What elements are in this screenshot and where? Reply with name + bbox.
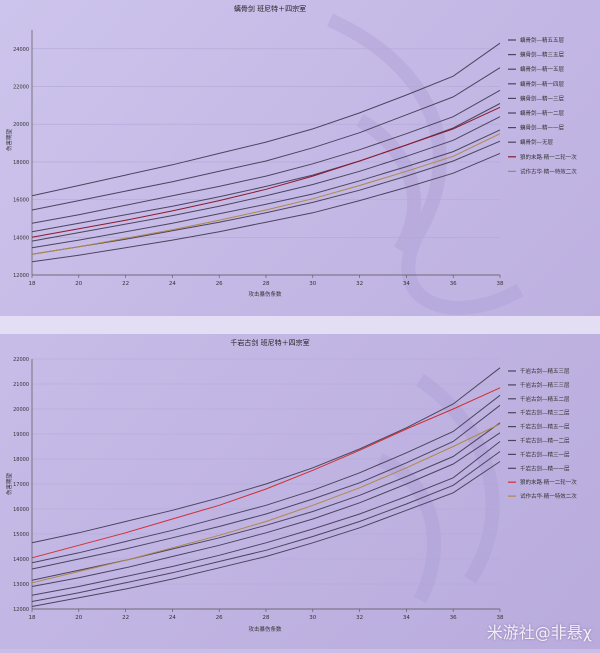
y-tick-label: 17000: [13, 482, 29, 488]
chart-divider: [0, 316, 600, 334]
x-tick-label: 30: [309, 281, 316, 287]
legend-entry: 螭骨剑—精一四层: [520, 80, 565, 88]
series-line-10: [31, 423, 501, 584]
legend-entry: 千岩古剑—精三一层: [520, 450, 570, 458]
legend-entry: 千岩古剑—精五三层: [520, 367, 570, 375]
legend-entry: 千岩古剑—精一二层: [520, 437, 570, 445]
y-tick-label: 22000: [13, 85, 29, 91]
series-line-8: [31, 461, 501, 607]
series-line-7: [31, 451, 501, 602]
x-tick-label: 30: [309, 615, 316, 621]
series-line-9: [31, 106, 501, 238]
y-tick-label: 18000: [13, 457, 29, 463]
y-tick-label: 18000: [13, 160, 29, 166]
series-line-9: [31, 387, 501, 559]
x-axis-label: 攻击暴伤条数: [248, 290, 282, 298]
y-tick-label: 13000: [13, 582, 29, 588]
legend-entry: 螭骨剑—无层: [520, 138, 554, 146]
x-axis-label: 攻击暴伤条数: [248, 625, 282, 633]
series-line-2: [31, 67, 501, 211]
legend-entry: 试作古华·精一特效二次: [520, 492, 577, 500]
y-tick-label: 16000: [13, 198, 29, 204]
series-line-2: [31, 394, 501, 564]
x-tick-label: 28: [263, 281, 270, 287]
y-tick-label: 14000: [13, 235, 29, 241]
y-tick-label: 22000: [13, 357, 29, 363]
series-line-6: [31, 441, 501, 596]
chart-panel-1: 螭骨剑 班尼特＋四宗室 伤害期望 攻击暴伤条数 12000 14000 16000 1…: [0, 0, 600, 316]
y-tick-label: 12000: [13, 273, 29, 279]
series-line-1: [31, 367, 501, 544]
x-tick-label: 22: [122, 281, 129, 287]
y-tick-label: 15000: [13, 532, 29, 538]
x-tick-label: 18: [29, 615, 36, 621]
chart-panel-2: 千岩古剑 班尼特＋四宗室 伤害期望 攻击暴伤条数 12000 13000 14000…: [0, 334, 600, 649]
series-line-8: [31, 152, 501, 263]
y-tick-label: 21000: [13, 382, 29, 388]
x-tick-label: 38: [497, 281, 504, 287]
series-line-7: [31, 140, 501, 255]
y-tick-label: 12000: [13, 607, 29, 613]
legend-entry: 螭骨剑—精五五层: [520, 36, 565, 44]
x-tick-label: 26: [216, 615, 223, 621]
x-tick-label: 24: [169, 615, 176, 621]
x-tick-label: 32: [356, 281, 363, 287]
series-line-3: [31, 404, 501, 570]
legend-entry: 千岩古剑—精三三层: [520, 381, 570, 389]
legend-entry: 千岩古剑—精一一层: [520, 464, 570, 472]
x-tick-label: 32: [356, 615, 363, 621]
x-tick-label: 26: [216, 281, 223, 287]
series-line-6: [31, 129, 501, 249]
legend-entry: 千岩古剑—精五二层: [520, 395, 570, 403]
legend-entry: 螭骨剑—精三五层: [520, 51, 565, 59]
legend-entry: 狼的末路·精一二轮一次: [520, 478, 577, 486]
legend-entry: 千岩古剑—精三二层: [520, 409, 570, 417]
watermark: 米游社@非悬χ: [486, 623, 592, 642]
series-line-1: [31, 42, 501, 197]
y-tick-label: 20000: [13, 122, 29, 128]
legend-entry: 狼的末路·精一二轮一次: [520, 153, 577, 161]
chart-1: 螭骨剑 班尼特＋四宗室 伤害期望 攻击暴伤条数 12000 14000 16000 1…: [5, 4, 577, 298]
y-tick-label: 19000: [13, 432, 29, 438]
x-tick-label: 38: [497, 615, 504, 621]
y-tick-label: 20000: [13, 407, 29, 413]
y-axis-label: 伤害期望: [5, 129, 13, 152]
legend-entry: 螭骨剑—精一三层: [520, 94, 565, 102]
x-tick-label: 22: [122, 615, 129, 621]
legend-entry: 螭骨剑—精一一层: [520, 124, 565, 132]
y-axis-label: 伤害期望: [5, 473, 13, 496]
series-line-5: [31, 432, 501, 587]
x-tick-label: 36: [450, 615, 457, 621]
series-line-10: [31, 133, 501, 255]
x-tick-label: 24: [169, 281, 176, 287]
x-tick-label: 34: [403, 281, 410, 287]
series-line-5: [31, 116, 501, 242]
dragon-motif-icon: [327, 13, 524, 604]
series-line-3: [31, 89, 501, 224]
legend-entry: 螭骨剑—精一二层: [520, 109, 565, 117]
legend-entry: 试作古华·精一特效二次: [520, 167, 577, 175]
x-tick-label: 20: [75, 615, 82, 621]
y-tick-label: 16000: [13, 507, 29, 513]
y-tick-label: 14000: [13, 557, 29, 563]
x-tick-label: 18: [29, 281, 36, 287]
chart-title: 螭骨剑 班尼特＋四宗室: [234, 4, 306, 13]
legend-entry: 千岩古剑—精五一层: [520, 423, 570, 431]
x-tick-label: 20: [75, 281, 82, 287]
x-tick-label: 36: [450, 281, 457, 287]
legend-entry: 螭骨剑—精一五层: [520, 65, 565, 73]
chart-title: 千岩古剑 班尼特＋四宗室: [230, 338, 309, 347]
x-tick-label: 28: [263, 615, 270, 621]
y-tick-label: 24000: [13, 47, 29, 53]
x-tick-label: 34: [403, 615, 410, 621]
chart-2: 千岩古剑 班尼特＋四宗室 伤害期望 攻击暴伤条数 12000 13000 14000…: [5, 338, 577, 633]
